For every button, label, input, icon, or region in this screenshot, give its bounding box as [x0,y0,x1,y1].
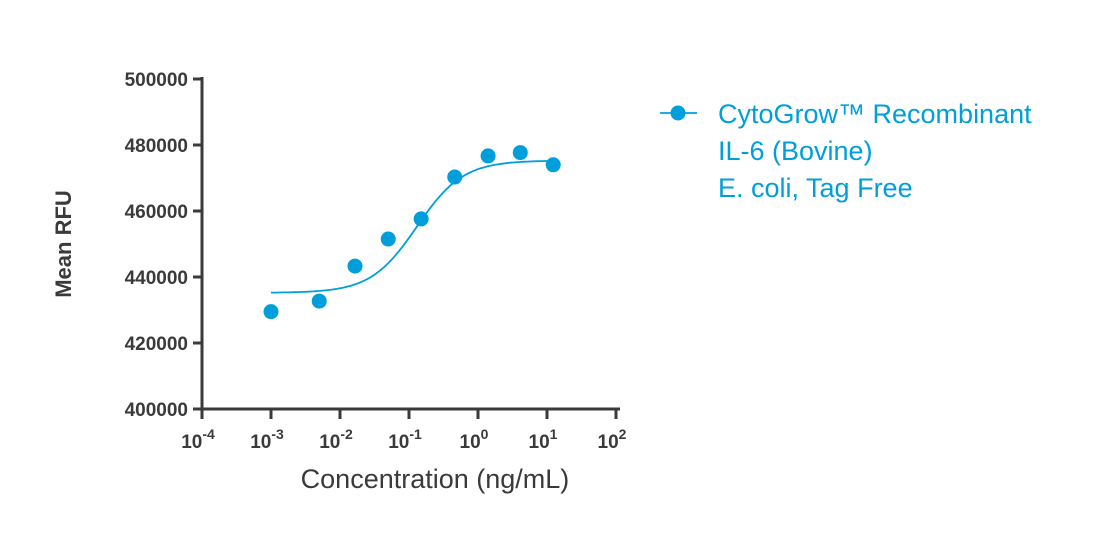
data-point [480,148,496,164]
legend-line-1: CytoGrow™ Recombinant [718,99,1032,129]
data-points [263,145,561,320]
x-tick-label: 10-2 [319,426,353,453]
legend-line-2: IL-6 (Bovine) [718,136,873,166]
data-point [263,304,279,320]
data-point [512,145,528,161]
y-tick-label: 460000 [125,202,188,223]
legend: CytoGrow™ Recombinant IL-6 (Bovine) E. c… [718,96,1032,207]
x-axis: 10-4 10-3 10-2 10-1 100 101 102 [181,407,627,453]
y-axis: 400000 420000 440000 460000 480000 500000 [125,70,204,421]
y-tick-label: 440000 [125,268,188,289]
data-point [347,258,363,274]
x-tick-label: 100 [460,426,489,453]
legend-line-3: E. coli, Tag Free [718,173,913,203]
y-tick-label: 420000 [125,334,188,355]
y-axis-label: Mean RFU [51,190,76,298]
x-tick-label: 10-3 [250,426,284,453]
y-tick-label: 480000 [125,136,188,157]
legend-marker [660,105,697,121]
data-point [311,293,327,309]
y-tick-label: 400000 [125,400,188,421]
data-point [413,211,429,227]
x-tick-label: 102 [598,426,627,453]
x-tick-label: 10-1 [388,426,422,453]
y-tick-label: 500000 [125,70,188,91]
x-tick-label: 10-4 [181,426,215,453]
data-point [380,231,396,247]
fit-curve [271,160,554,294]
data-point [545,157,561,173]
x-axis-label: Concentration (ng/mL) [301,464,570,494]
data-point [447,169,463,185]
x-tick-label: 101 [529,426,558,453]
